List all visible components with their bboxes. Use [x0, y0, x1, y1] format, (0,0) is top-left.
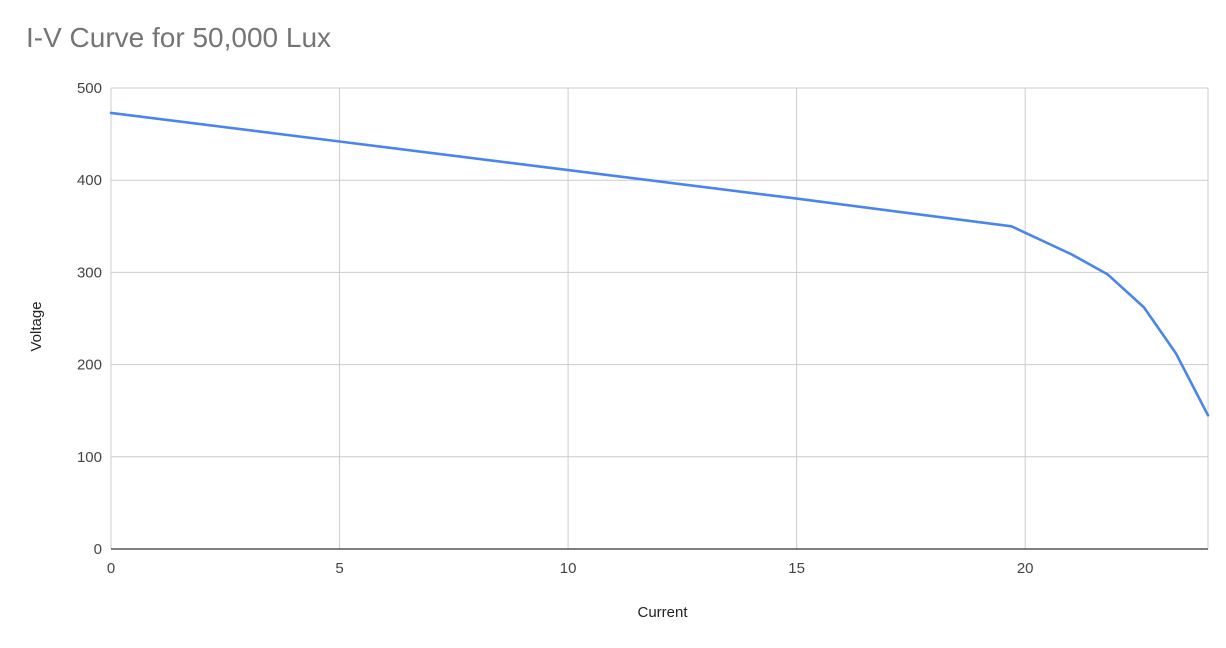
- x-tick-label-10: 10: [560, 560, 577, 577]
- data-point-0-3: [795, 197, 798, 200]
- data-point-0-9: [1207, 414, 1210, 417]
- x-tick-label-15: 15: [788, 560, 805, 577]
- gridlines: [110, 87, 1209, 549]
- x-tick-label-0: 0: [107, 560, 115, 577]
- y-tick-label-300: 300: [77, 264, 102, 281]
- chart-title: I-V Curve for 50,000 Lux: [26, 22, 332, 53]
- x-tick-label-5: 5: [335, 560, 343, 577]
- data-point-0-6: [1106, 273, 1109, 276]
- data-point-0-7: [1143, 306, 1146, 309]
- data-point-0-0: [110, 112, 113, 115]
- data-point-0-4: [1010, 225, 1013, 228]
- y-tick-label-0: 0: [94, 541, 102, 558]
- x-tick-label-20: 20: [1017, 560, 1034, 577]
- y-tick-label-100: 100: [77, 449, 102, 466]
- data-point-0-2: [567, 169, 570, 172]
- tick-labels: 0 100 200 300 400 500 0 5 10 15 20: [77, 80, 1034, 577]
- x-axis-title: Current: [637, 604, 688, 621]
- y-tick-label-500: 500: [77, 80, 102, 97]
- data-point-0-8: [1175, 352, 1178, 355]
- y-tick-label-200: 200: [77, 357, 102, 374]
- data-point-0-1: [338, 140, 341, 143]
- series-line-0: [109, 111, 1210, 417]
- series-layer: [109, 111, 1210, 417]
- data-point-0-5: [1070, 253, 1073, 256]
- y-axis-title: Voltage: [28, 301, 45, 351]
- y-tick-label-400: 400: [77, 172, 102, 189]
